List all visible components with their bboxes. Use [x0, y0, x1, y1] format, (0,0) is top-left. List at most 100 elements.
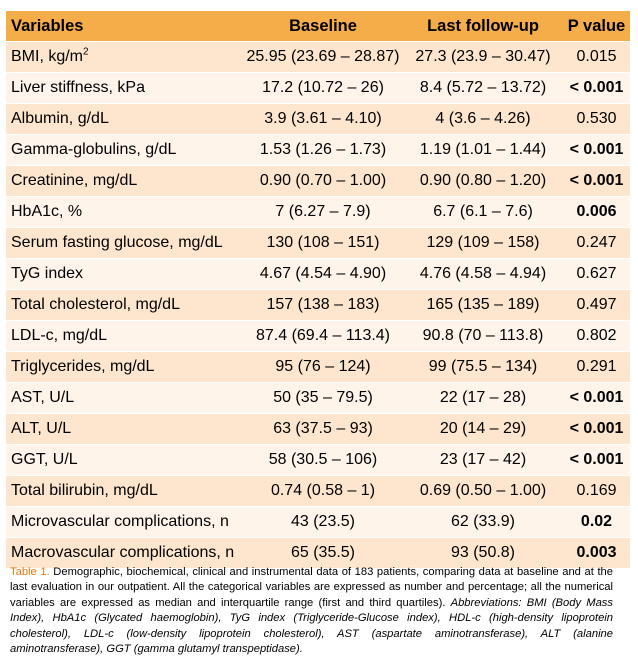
cell-last-follow-up: 27.3 (23.9 – 30.47)	[403, 41, 563, 73]
cell-baseline: 65 (35.5)	[243, 537, 403, 568]
cell-baseline: 63 (37.5 – 93)	[243, 413, 403, 445]
variable-label: ALT, U/L	[11, 420, 72, 437]
variable-label: BMI, kg/m	[11, 48, 84, 65]
variable-label: Total cholesterol, mg/dL	[11, 296, 180, 313]
cell-p-value: 0.006	[563, 196, 630, 228]
cell-last-follow-up: 93 (50.8)	[403, 537, 563, 568]
cell-p-value: < 0.001	[563, 413, 630, 445]
cell-p-value: 0.802	[563, 320, 630, 352]
cell-variable: AST, U/L	[6, 382, 243, 414]
cell-baseline: 25.95 (23.69 – 28.87)	[243, 41, 403, 73]
cell-last-follow-up: 99 (75.5 – 134)	[403, 351, 563, 383]
table-row: TyG index 4.67 (4.54 – 4.90) 4.76 (4.58 – …	[6, 258, 630, 290]
cell-last-follow-up: 4 (3.6 – 4.26)	[403, 103, 563, 135]
cell-variable: BMI, kg/m2	[6, 41, 243, 73]
cell-variable: Creatinine, mg/dL	[6, 165, 243, 197]
cell-p-value: < 0.001	[563, 444, 630, 476]
cell-variable: Total bilirubin, mg/dL	[6, 475, 243, 507]
table-row: Creatinine, mg/dL 0.90 (0.70 – 1.00) 0.90 …	[6, 165, 630, 197]
cell-baseline: 43 (23.5)	[243, 506, 403, 538]
table-body: BMI, kg/m2 25.95 (23.69 – 28.87) 27.3 (23.…	[6, 41, 630, 568]
header-baseline: Baseline	[243, 11, 403, 42]
cell-p-value: 0.497	[563, 289, 630, 321]
variable-label: Microvascular complications, n	[11, 513, 229, 530]
cell-p-value: < 0.001	[563, 165, 630, 197]
variable-label: Creatinine, mg/dL	[11, 172, 138, 189]
variable-label: Gamma-globulins, g/dL	[11, 141, 177, 158]
table-caption: Table 1. Demographic, biochemical, clini…	[10, 565, 613, 657]
cell-last-follow-up: 22 (17 – 28)	[403, 382, 563, 414]
cell-variable: Serum fasting glucose, mg/dL	[6, 227, 243, 259]
cell-baseline: 0.90 (0.70 – 1.00)	[243, 165, 403, 197]
cell-variable: Triglycerides, mg/dL	[6, 351, 243, 383]
cell-p-value: 0.003	[563, 537, 630, 568]
cell-variable: Albumin, g/dL	[6, 103, 243, 135]
table-row: AST, U/L 50 (35 – 79.5) 22 (17 – 28) < 0.00…	[6, 382, 630, 414]
header-last-follow-up: Last follow-up	[403, 11, 563, 42]
table-row: Total bilirubin, mg/dL 0.74 (0.58 – 1) 0.6…	[6, 475, 630, 507]
table-row: HbA1c, % 7 (6.27 – 7.9) 6.7 (6.1 – 7.6) 0.0…	[6, 196, 630, 228]
cell-baseline: 1.53 (1.26 – 1.73)	[243, 134, 403, 166]
cell-variable: Liver stiffness, kPa	[6, 72, 243, 104]
table-row: Liver stiffness, kPa 17.2 (10.72 – 26) 8.4…	[6, 72, 630, 104]
cell-baseline: 95 (76 – 124)	[243, 351, 403, 383]
cell-p-value: 0.169	[563, 475, 630, 507]
variable-label: Serum fasting glucose, mg/dL	[11, 234, 223, 251]
table-row: ALT, U/L 63 (37.5 – 93) 20 (14 – 29) < 0.00…	[6, 413, 630, 445]
cell-variable: ALT, U/L	[6, 413, 243, 445]
table-row: LDL-c, mg/dL 87.4 (69.4 – 113.4) 90.8 (70 …	[6, 320, 630, 352]
table-row: Albumin, g/dL 3.9 (3.61 – 4.10) 4 (3.6 – 4…	[6, 103, 630, 135]
cell-last-follow-up: 4.76 (4.58 – 4.94)	[403, 258, 563, 290]
cell-last-follow-up: 129 (109 – 158)	[403, 227, 563, 259]
cell-baseline: 7 (6.27 – 7.9)	[243, 196, 403, 228]
cell-p-value: < 0.001	[563, 72, 630, 104]
cell-p-value: < 0.001	[563, 134, 630, 166]
cell-last-follow-up: 1.19 (1.01 – 1.44)	[403, 134, 563, 166]
cell-variable: Microvascular complications, n	[6, 506, 243, 538]
cell-p-value: 0.02	[563, 506, 630, 538]
cell-variable: HbA1c, %	[6, 196, 243, 228]
data-table: Variables Baseline Last follow-up P valu…	[6, 11, 630, 568]
variable-label: GGT, U/L	[11, 451, 78, 468]
caption-text: Demographic, biochemical, clinical and i…	[10, 566, 613, 609]
cell-baseline: 0.74 (0.58 – 1)	[243, 475, 403, 507]
cell-baseline: 130 (108 – 151)	[243, 227, 403, 259]
cell-p-value: 0.627	[563, 258, 630, 290]
cell-p-value: 0.291	[563, 351, 630, 383]
variable-label: LDL-c, mg/dL	[11, 327, 108, 344]
cell-baseline: 4.67 (4.54 – 4.90)	[243, 258, 403, 290]
cell-p-value: 0.530	[563, 103, 630, 135]
header-p-value: P value	[563, 11, 630, 42]
table-header-row: Variables Baseline Last follow-up P valu…	[6, 11, 630, 42]
caption-abbreviations: Abbreviations: BMI (Body Mass Index), Hb…	[10, 596, 613, 656]
cell-variable: Total cholesterol, mg/dL	[6, 289, 243, 321]
cell-last-follow-up: 62 (33.9)	[403, 506, 563, 538]
cell-baseline: 17.2 (10.72 – 26)	[243, 72, 403, 104]
cell-last-follow-up: 0.69 (0.50 – 1.00)	[403, 475, 563, 507]
cell-baseline: 157 (138 – 183)	[243, 289, 403, 321]
cell-baseline: 58 (30.5 – 106)	[243, 444, 403, 476]
cell-variable: GGT, U/L	[6, 444, 243, 476]
cell-variable: TyG index	[6, 258, 243, 290]
cell-variable: Gamma-globulins, g/dL	[6, 134, 243, 166]
cell-last-follow-up: 165 (135 – 189)	[403, 289, 563, 321]
variable-label: HbA1c, %	[11, 203, 83, 220]
caption-label: Table 1.	[10, 566, 50, 578]
cell-p-value: < 0.001	[563, 382, 630, 414]
cell-last-follow-up: 20 (14 – 29)	[403, 413, 563, 445]
variable-label: Triglycerides, mg/dL	[11, 358, 155, 375]
variable-label: Liver stiffness, kPa	[11, 79, 145, 96]
table-row: Gamma-globulins, g/dL 1.53 (1.26 – 1.73) 1…	[6, 134, 630, 166]
cell-last-follow-up: 8.4 (5.72 – 13.72)	[403, 72, 563, 104]
cell-variable: LDL-c, mg/dL	[6, 320, 243, 352]
table-row: GGT, U/L 58 (30.5 – 106) 23 (17 – 42) < 0.0…	[6, 444, 630, 476]
table-row: Total cholesterol, mg/dL 157 (138 – 183) 1…	[6, 289, 630, 321]
header-variables: Variables	[6, 11, 243, 42]
cell-last-follow-up: 90.8 (70 – 113.8)	[403, 320, 563, 352]
cell-last-follow-up: 0.90 (0.80 – 1.20)	[403, 165, 563, 197]
table-row: Triglycerides, mg/dL 95 (76 – 124) 99 (75.…	[6, 351, 630, 383]
variable-label: AST, U/L	[11, 389, 75, 406]
cell-baseline: 3.9 (3.61 – 4.10)	[243, 103, 403, 135]
cell-variable: Macrovascular complications, n	[6, 537, 243, 568]
